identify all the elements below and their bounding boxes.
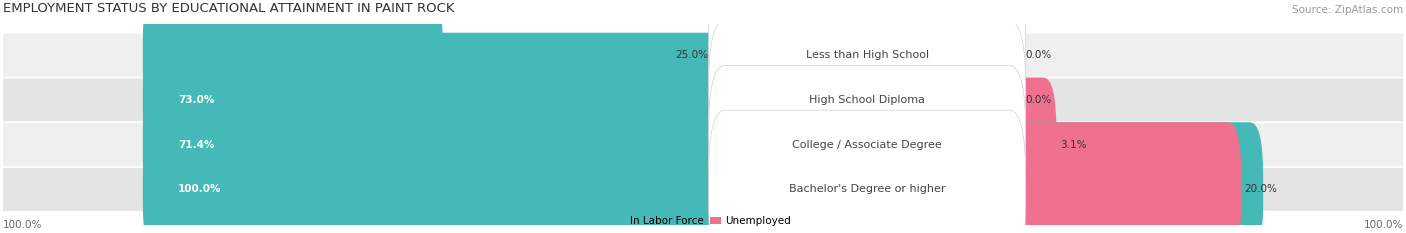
Text: 100.0%: 100.0%: [3, 220, 42, 230]
FancyBboxPatch shape: [997, 78, 1056, 212]
FancyBboxPatch shape: [709, 110, 1026, 233]
Text: 100.0%: 100.0%: [1364, 220, 1403, 230]
Text: 73.0%: 73.0%: [177, 95, 214, 105]
FancyBboxPatch shape: [3, 34, 1403, 77]
Text: Less than High School: Less than High School: [806, 50, 929, 60]
Text: 0.0%: 0.0%: [1026, 95, 1052, 105]
Text: EMPLOYMENT STATUS BY EDUCATIONAL ATTAINMENT IN PAINT ROCK: EMPLOYMENT STATUS BY EDUCATIONAL ATTAINM…: [3, 2, 454, 15]
FancyBboxPatch shape: [3, 168, 1403, 211]
FancyBboxPatch shape: [143, 122, 1263, 233]
FancyBboxPatch shape: [3, 123, 1403, 166]
Text: 25.0%: 25.0%: [675, 50, 709, 60]
Text: 3.1%: 3.1%: [1060, 140, 1087, 150]
Text: Source: ZipAtlas.com: Source: ZipAtlas.com: [1292, 5, 1403, 15]
Legend: In Labor Force, Unemployed: In Labor Force, Unemployed: [612, 212, 794, 230]
FancyBboxPatch shape: [3, 78, 1403, 121]
Text: College / Associate Degree: College / Associate Degree: [792, 140, 942, 150]
FancyBboxPatch shape: [997, 122, 1241, 233]
FancyBboxPatch shape: [709, 0, 1026, 134]
FancyBboxPatch shape: [143, 78, 950, 212]
FancyBboxPatch shape: [709, 65, 1026, 224]
Text: 20.0%: 20.0%: [1244, 184, 1278, 194]
Text: 71.4%: 71.4%: [177, 140, 214, 150]
Text: High School Diploma: High School Diploma: [808, 95, 925, 105]
Text: 0.0%: 0.0%: [1026, 50, 1052, 60]
FancyBboxPatch shape: [709, 21, 1026, 179]
Text: Bachelor's Degree or higher: Bachelor's Degree or higher: [789, 184, 945, 194]
FancyBboxPatch shape: [143, 0, 443, 122]
FancyBboxPatch shape: [143, 33, 967, 167]
Text: 100.0%: 100.0%: [177, 184, 221, 194]
